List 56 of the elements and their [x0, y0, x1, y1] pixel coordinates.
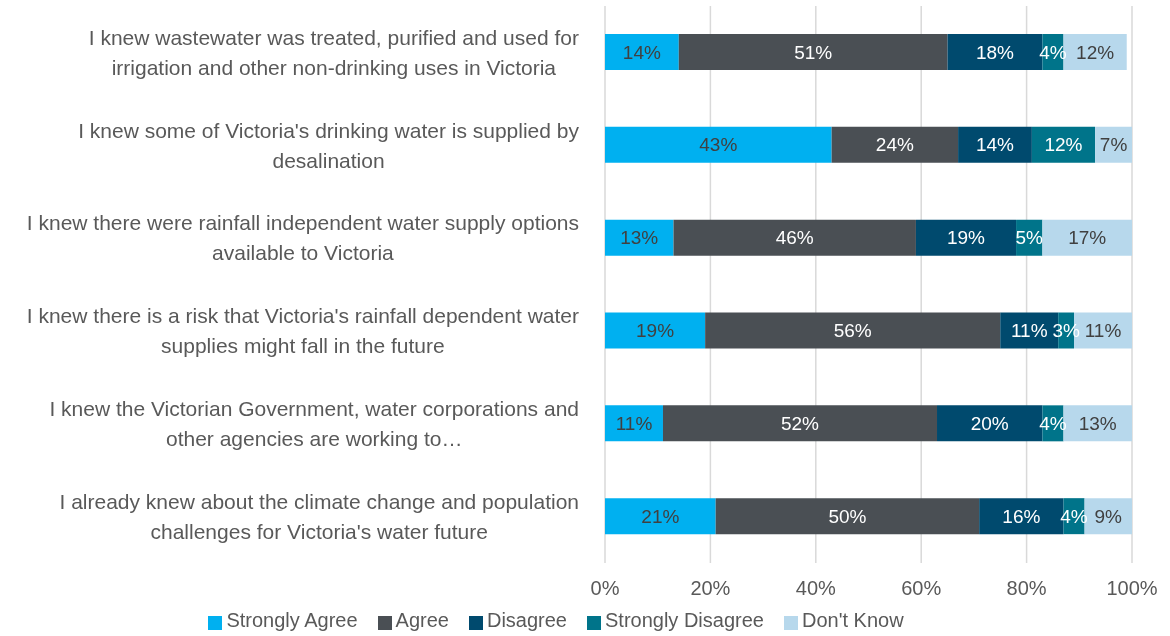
bar	[678, 34, 948, 70]
bar	[705, 312, 1001, 349]
bar	[662, 405, 938, 442]
data-label: 14%	[975, 134, 1015, 156]
y-tick-label: I knew there is a risk that Victoria's rainfall dependent water supplies might fall in the future	[26, 304, 580, 358]
data-label: 56%	[833, 320, 872, 342]
data-label: 11%	[615, 412, 653, 434]
bar	[605, 312, 706, 349]
legend-label: Strongly Disagree	[605, 609, 764, 631]
x-tick-label: 0%	[590, 577, 620, 600]
data-label: 11%	[1084, 320, 1122, 342]
data-label: 14%	[622, 41, 662, 63]
data-label: 46%	[775, 227, 814, 249]
bar	[605, 126, 832, 163]
data-label: 13%	[620, 227, 659, 249]
bar	[915, 219, 1017, 256]
bar	[1042, 219, 1132, 256]
data-label: 9%	[1094, 505, 1123, 527]
data-label: 12%	[1044, 134, 1083, 156]
data-label: 24%	[875, 134, 914, 156]
data-label: 19%	[636, 320, 675, 342]
bar	[605, 34, 679, 70]
bar	[831, 126, 959, 163]
data-label: 21%	[641, 505, 680, 527]
bar	[673, 219, 916, 256]
data-label: 50%	[828, 505, 867, 527]
bar	[715, 498, 980, 535]
data-label: 17%	[1068, 227, 1107, 249]
y-tick-label: I knew there were rainfall independent water supply options available to Victoria	[26, 211, 579, 265]
data-label: 20%	[970, 412, 1009, 434]
legend-label: Agree	[395, 609, 449, 631]
y-tick-label: I knew the Victorian Government, water corporations and other agencies are working to…	[49, 397, 579, 451]
legend-label: Don't Know	[801, 609, 904, 631]
bar	[605, 219, 674, 256]
data-label: 51%	[794, 41, 833, 63]
data-label: 7%	[1099, 134, 1128, 156]
legend-label: Disagree	[486, 609, 567, 631]
x-tick-label: 80%	[1006, 577, 1047, 600]
x-tick-label: 40%	[795, 577, 837, 600]
x-tick-label: 20%	[690, 577, 731, 600]
data-label: 43%	[699, 134, 738, 156]
legend-label: Strongly Agree	[226, 609, 358, 631]
bar	[605, 498, 716, 535]
data-label: 12%	[1076, 41, 1115, 63]
data-label: 18%	[975, 41, 1015, 63]
data-label: 11%	[1010, 320, 1048, 342]
y-tick-label: I already knew about the climate change and population challenges for Victoria's water future	[59, 489, 579, 543]
y-tick-label: I knew wastewater was treated, purified and used for irrigation and other non-drinking uses in Victoria	[88, 25, 579, 79]
data-label: 19%	[946, 227, 986, 249]
data-label: 13%	[1078, 412, 1117, 434]
x-tick-label: 60%	[901, 577, 942, 600]
bar	[958, 126, 1032, 163]
y-tick-label: I knew some of Victoria's drinking water is supplied by desalination	[78, 118, 580, 172]
x-tick-label: 100%	[1106, 577, 1158, 600]
data-label: 52%	[780, 412, 820, 434]
data-label: 16%	[1002, 505, 1041, 527]
